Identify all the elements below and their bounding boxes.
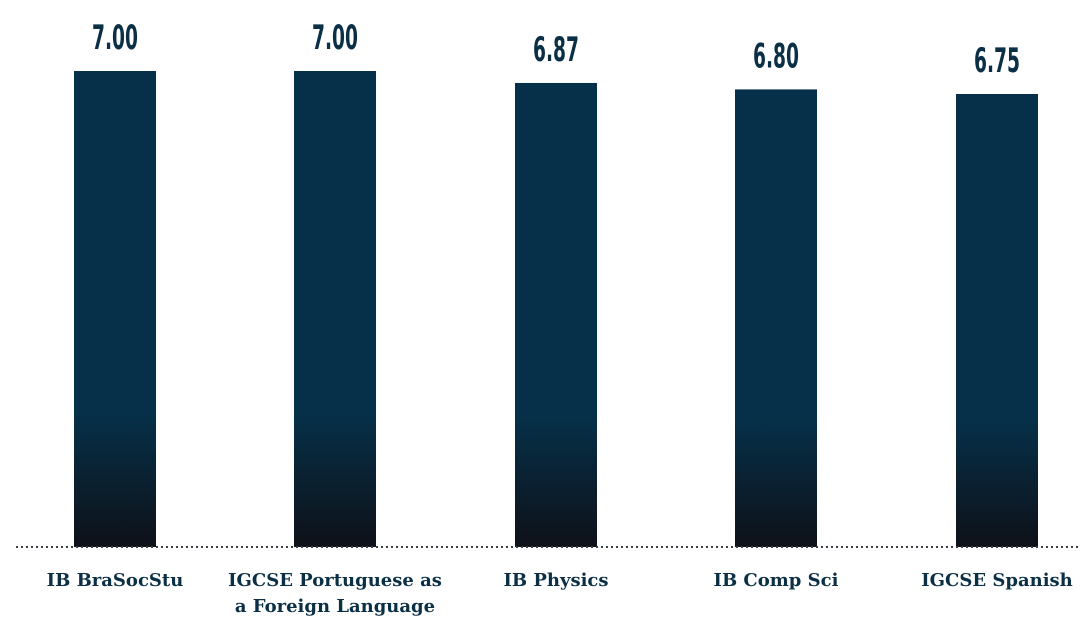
category-label-3: IB Physics	[503, 570, 608, 591]
value-label-1: 7.00	[92, 18, 138, 58]
bar-3	[515, 82, 597, 548]
category-label-1: IB BraSocStu	[47, 570, 184, 591]
value-label-5: 6.75	[974, 41, 1020, 81]
bars-group	[74, 71, 1038, 548]
category-label-2-line-1: IGCSE Portuguese as	[228, 570, 442, 591]
value-label-4: 6.80	[753, 36, 799, 76]
bar-1	[74, 71, 156, 547]
category-label-5: IGCSE Spanish	[921, 570, 1073, 591]
bar-2	[294, 71, 376, 547]
value-labels-group: 7.00 7.00 6.87 6.80 6.75	[92, 18, 1020, 81]
category-label-2-line-2: a Foreign Language	[235, 596, 435, 617]
value-label-2: 7.00	[312, 18, 358, 58]
value-label-3: 6.87	[533, 30, 579, 70]
bar-4	[735, 89, 817, 548]
category-labels-group: IB BraSocStu IGCSE Portuguese as a Foreign…	[47, 570, 1073, 617]
category-label-4: IB Comp Sci	[714, 570, 839, 591]
bar-5	[956, 94, 1038, 547]
